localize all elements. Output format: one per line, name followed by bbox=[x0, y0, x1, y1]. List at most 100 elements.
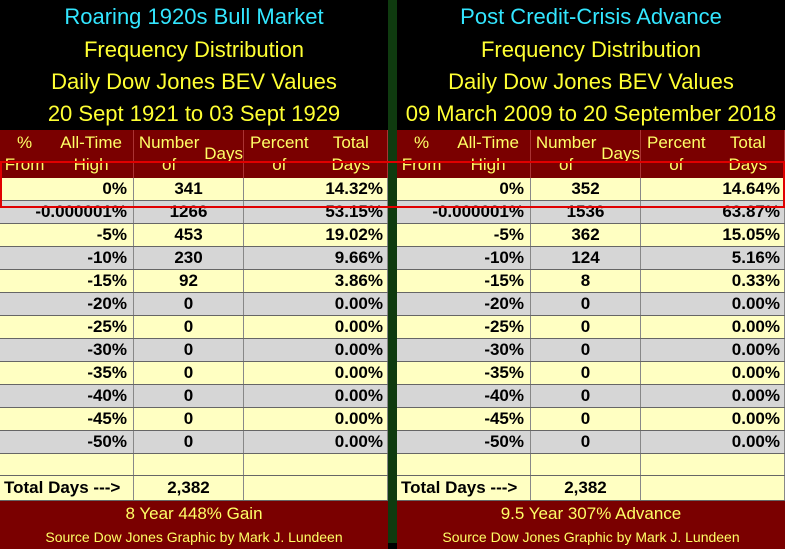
table-cell: 362 bbox=[531, 224, 641, 246]
table-cell: 0 bbox=[134, 293, 244, 315]
table-row: -20% 0 0.00% bbox=[397, 293, 785, 316]
blank-cell bbox=[641, 454, 785, 475]
table-subtitle-line: Frequency Distribution bbox=[480, 37, 702, 62]
total-value: 2,382 bbox=[531, 476, 641, 500]
footer-gain: 9.5 Year 307% Advance bbox=[397, 501, 785, 526]
column-header-row: % From All-Time High Number of Days Percent … bbox=[0, 130, 388, 178]
table-cell: 0.00% bbox=[244, 339, 388, 361]
table-row: -20% 0 0.00% bbox=[0, 293, 388, 316]
column-header: Percent of Total Days bbox=[244, 130, 388, 178]
table-cell: -50% bbox=[0, 431, 134, 453]
table-cell: -35% bbox=[0, 362, 134, 384]
column-header-line: Total Days bbox=[728, 133, 768, 174]
table-cell: 0.00% bbox=[641, 385, 785, 407]
table-title: Post Credit-Crisis Advance bbox=[460, 4, 722, 29]
table-cell: 0 bbox=[531, 408, 641, 430]
table-cell: 0.00% bbox=[244, 316, 388, 338]
column-header-line: Total Days bbox=[331, 133, 371, 174]
table-cell: 0.00% bbox=[244, 385, 388, 407]
table-cell: 0 bbox=[531, 362, 641, 384]
table-row: -45% 0 0.00% bbox=[0, 408, 388, 431]
table-cell: 92 bbox=[134, 270, 244, 292]
blank-cell bbox=[531, 454, 641, 475]
table-row: -25% 0 0.00% bbox=[0, 316, 388, 339]
table-row: -0.000001% 1536 63.87% bbox=[397, 201, 785, 224]
table-cell: 1266 bbox=[134, 201, 244, 223]
table-cell: 19.02% bbox=[244, 224, 388, 246]
table-cell: 0.00% bbox=[641, 316, 785, 338]
table-cell: 230 bbox=[134, 247, 244, 269]
table-cell: -35% bbox=[397, 362, 531, 384]
panel-divider bbox=[388, 0, 397, 543]
table-cell: 9.66% bbox=[244, 247, 388, 269]
table-cell: -5% bbox=[397, 224, 531, 246]
table-cell: 3.86% bbox=[244, 270, 388, 292]
table-row: -15% 8 0.33% bbox=[397, 270, 785, 293]
table-panel-left: Roaring 1920s Bull Market Frequency Distr… bbox=[0, 0, 388, 549]
total-value: 2,382 bbox=[134, 476, 244, 500]
column-header-line: % From bbox=[4, 133, 45, 174]
table-row: -35% 0 0.00% bbox=[0, 362, 388, 385]
table-cell: 0.00% bbox=[244, 431, 388, 453]
table-cell: 0% bbox=[397, 178, 531, 200]
table-cell: 0% bbox=[0, 178, 134, 200]
table-panel-right: Post Credit-Crisis Advance Frequency Dist… bbox=[397, 0, 785, 549]
table-row: -40% 0 0.00% bbox=[397, 385, 785, 408]
footer-source: Source Dow Jones Graphic by Mark J. Lund… bbox=[0, 526, 388, 549]
table-cell: -15% bbox=[397, 270, 531, 292]
table-cell: -20% bbox=[397, 293, 531, 315]
blank-cell bbox=[244, 454, 388, 475]
column-header: Number of Days bbox=[531, 130, 641, 178]
table-row: -40% 0 0.00% bbox=[0, 385, 388, 408]
total-row: Total Days ---> 2,382 bbox=[397, 476, 785, 501]
table-cell: 0 bbox=[134, 339, 244, 361]
blank-cell bbox=[0, 454, 134, 475]
table-cell: 1536 bbox=[531, 201, 641, 223]
table-cell: -10% bbox=[0, 247, 134, 269]
table-cell: 0 bbox=[531, 339, 641, 361]
column-header-line: Days bbox=[204, 144, 243, 163]
footer-source: Source Dow Jones Graphic by Mark J. Lund… bbox=[397, 526, 785, 549]
table-cell: -40% bbox=[397, 385, 531, 407]
column-header-line: Days bbox=[601, 144, 640, 163]
table-row: -25% 0 0.00% bbox=[397, 316, 785, 339]
table-cell: 0 bbox=[134, 316, 244, 338]
table-cell: -30% bbox=[397, 339, 531, 361]
table-cell: 0 bbox=[134, 431, 244, 453]
column-header-row: % From All-Time High Number of Days Percent … bbox=[397, 130, 785, 178]
table-cell: 0.00% bbox=[244, 293, 388, 315]
table-cell: -0.000001% bbox=[0, 201, 134, 223]
table-cell: -5% bbox=[0, 224, 134, 246]
table-cell: -10% bbox=[397, 247, 531, 269]
table-row: 0% 352 14.64% bbox=[397, 178, 785, 201]
table-cell: 14.32% bbox=[244, 178, 388, 200]
table-cell: 14.64% bbox=[641, 178, 785, 200]
table-row: -10% 124 5.16% bbox=[397, 247, 785, 270]
table-cell: 0.00% bbox=[244, 408, 388, 430]
blank-row bbox=[0, 454, 388, 476]
table-cell: -25% bbox=[0, 316, 134, 338]
table-cell: 0 bbox=[531, 385, 641, 407]
table-cell: 0.00% bbox=[641, 339, 785, 361]
table-row: -35% 0 0.00% bbox=[397, 362, 785, 385]
table-cell: 352 bbox=[531, 178, 641, 200]
column-header: Percent of Total Days bbox=[641, 130, 785, 178]
table-row: -50% 0 0.00% bbox=[397, 431, 785, 454]
column-header: % From All-Time High bbox=[397, 130, 531, 178]
column-header-line: Percent of bbox=[250, 133, 309, 174]
table-cell: -0.000001% bbox=[397, 201, 531, 223]
table-cell: 0.00% bbox=[641, 293, 785, 315]
table-cell: 5.16% bbox=[641, 247, 785, 269]
table-cell: 0.00% bbox=[641, 408, 785, 430]
total-label: Total Days ---> bbox=[0, 476, 134, 500]
column-header-line: All-Time High bbox=[457, 133, 519, 174]
table-cell: 0.00% bbox=[641, 362, 785, 384]
table-cell: 124 bbox=[531, 247, 641, 269]
table-row: -30% 0 0.00% bbox=[0, 339, 388, 362]
table-row: -0.000001% 1266 53.15% bbox=[0, 201, 388, 224]
total-empty-cell bbox=[641, 476, 785, 500]
column-header-line: % From bbox=[401, 133, 442, 174]
table-row: 0% 341 14.32% bbox=[0, 178, 388, 201]
table-cell: 0 bbox=[134, 362, 244, 384]
table-cell: 0.33% bbox=[641, 270, 785, 292]
